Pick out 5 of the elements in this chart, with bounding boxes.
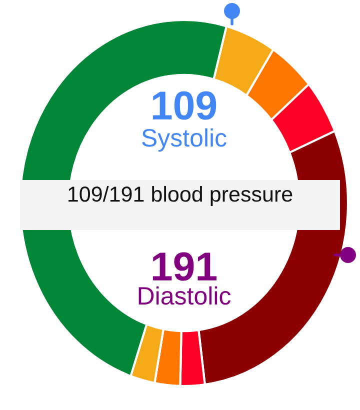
text: Diastolic — [138, 286, 231, 305]
text: Systolic — [142, 128, 226, 152]
text: 109 — [152, 91, 216, 120]
text: 109/191 blood pressure — [68, 186, 292, 206]
text: 191 — [152, 252, 216, 281]
